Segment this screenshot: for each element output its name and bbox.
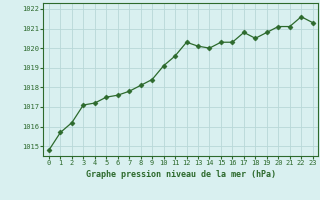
X-axis label: Graphe pression niveau de la mer (hPa): Graphe pression niveau de la mer (hPa) <box>86 170 276 179</box>
